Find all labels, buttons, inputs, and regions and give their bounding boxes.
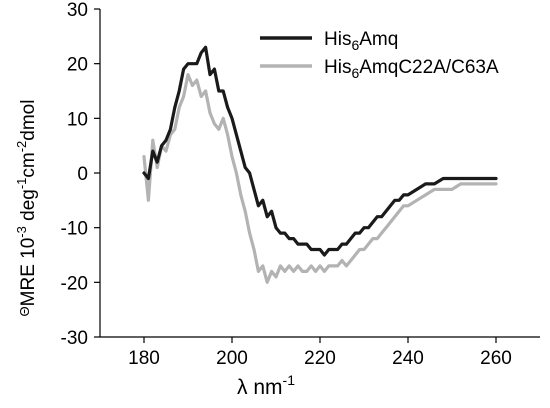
y-tick-label: 10 [67,109,88,130]
x-ticks: 180 200 220 240 260 [128,337,512,369]
x-axis-label: λ nm-1 [237,372,295,399]
x-tick-label: 240 [392,348,424,369]
series-line [142,73,498,284]
y-label-theta: Θ [17,306,32,316]
x-label-main: λ nm [237,376,283,399]
legend-entry: His6Amq [324,29,398,53]
y-tick-label: 20 [67,55,88,76]
y-ticks: -30 -20 -10 0 10 20 30 [61,0,100,349]
y-tick-label: -20 [61,273,88,294]
y-label-sup1: -3 [14,226,29,238]
legend-entry-sub: 6 [351,65,359,81]
y-label-deg: deg [18,189,39,226]
y-label-sup2: -1 [14,178,29,190]
x-tick-label: 180 [128,348,160,369]
x-label-sup: -1 [283,372,296,388]
legend-entry-main: His [324,57,351,78]
series-layer [142,45,498,284]
y-tick-label: -30 [61,328,88,349]
y-tick-label: 30 [67,0,88,21]
legend-entry-main: His [324,29,351,50]
x-tick-label: 200 [216,348,248,369]
x-tick-label: 260 [480,348,512,369]
series-line [142,45,498,257]
y-tick-label: 0 [77,164,88,185]
y-axis-label: ΘMRE 10-3 deg-1cm-2dmol [14,100,39,317]
y-label-cm: cm [18,152,39,177]
legend-entry: His6AmqC22A/C63A [324,57,499,81]
legend-entry-rest: AmqC22A/C63A [359,57,499,78]
y-label-mre: MRE 10 [18,238,39,307]
x-tick-label: 220 [304,348,336,369]
y-tick-label: -10 [61,219,88,240]
y-label-dmol: dmol [18,100,39,141]
legend-entry-rest: Amq [359,29,398,50]
legend-entry-sub: 6 [351,37,359,53]
axes: -30 -20 -10 0 10 20 30 180 200 220 240 260 [61,0,540,369]
y-label-sup3: -2 [14,141,29,153]
